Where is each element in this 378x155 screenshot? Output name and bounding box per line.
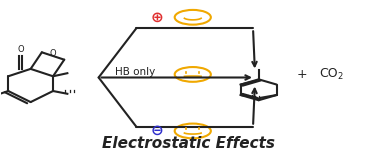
Text: HB only: HB only: [115, 67, 156, 77]
Text: O: O: [50, 49, 56, 58]
Text: ⊕: ⊕: [150, 9, 163, 24]
Text: ⊖: ⊖: [150, 123, 163, 138]
Text: CO: CO: [319, 67, 338, 80]
Text: +: +: [297, 68, 307, 81]
Text: 2: 2: [337, 72, 342, 81]
Text: Electrostatic Effects: Electrostatic Effects: [102, 136, 276, 151]
Text: O: O: [18, 45, 24, 54]
